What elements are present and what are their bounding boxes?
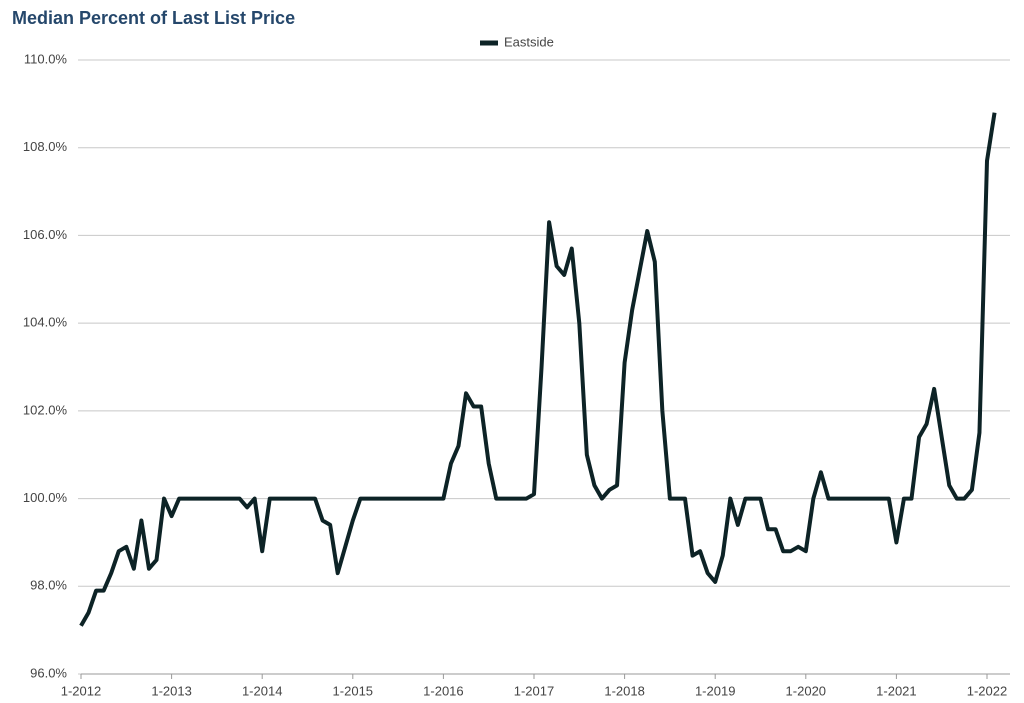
legend-label: Eastside <box>504 34 554 49</box>
x-tick-label: 1-2019 <box>695 683 735 698</box>
y-tick-label: 102.0% <box>23 402 68 417</box>
chart-title: Median Percent of Last List Price <box>12 8 295 28</box>
x-tick-label: 1-2014 <box>242 683 282 698</box>
x-tick-label: 1-2020 <box>786 683 826 698</box>
x-tick-label: 1-2016 <box>423 683 463 698</box>
y-tick-label: 108.0% <box>23 139 68 154</box>
data-line <box>79 112 997 627</box>
y-tick-label: 104.0% <box>23 315 68 330</box>
x-tick-label: 1-2021 <box>876 683 916 698</box>
x-tick-label: 1-2018 <box>604 683 644 698</box>
x-tick-label: 1-2017 <box>514 683 554 698</box>
x-tick-label: 1-2013 <box>151 683 191 698</box>
y-tick-label: 96.0% <box>30 665 67 680</box>
x-tick-label: 1-2012 <box>61 683 101 698</box>
x-tick-label: 1-2015 <box>333 683 373 698</box>
y-tick-label: 98.0% <box>30 578 67 593</box>
y-tick-label: 100.0% <box>23 490 68 505</box>
y-tick-label: 110.0% <box>24 51 68 66</box>
y-tick-label: 106.0% <box>23 227 68 242</box>
x-tick-label: 1-2022 <box>967 683 1007 698</box>
